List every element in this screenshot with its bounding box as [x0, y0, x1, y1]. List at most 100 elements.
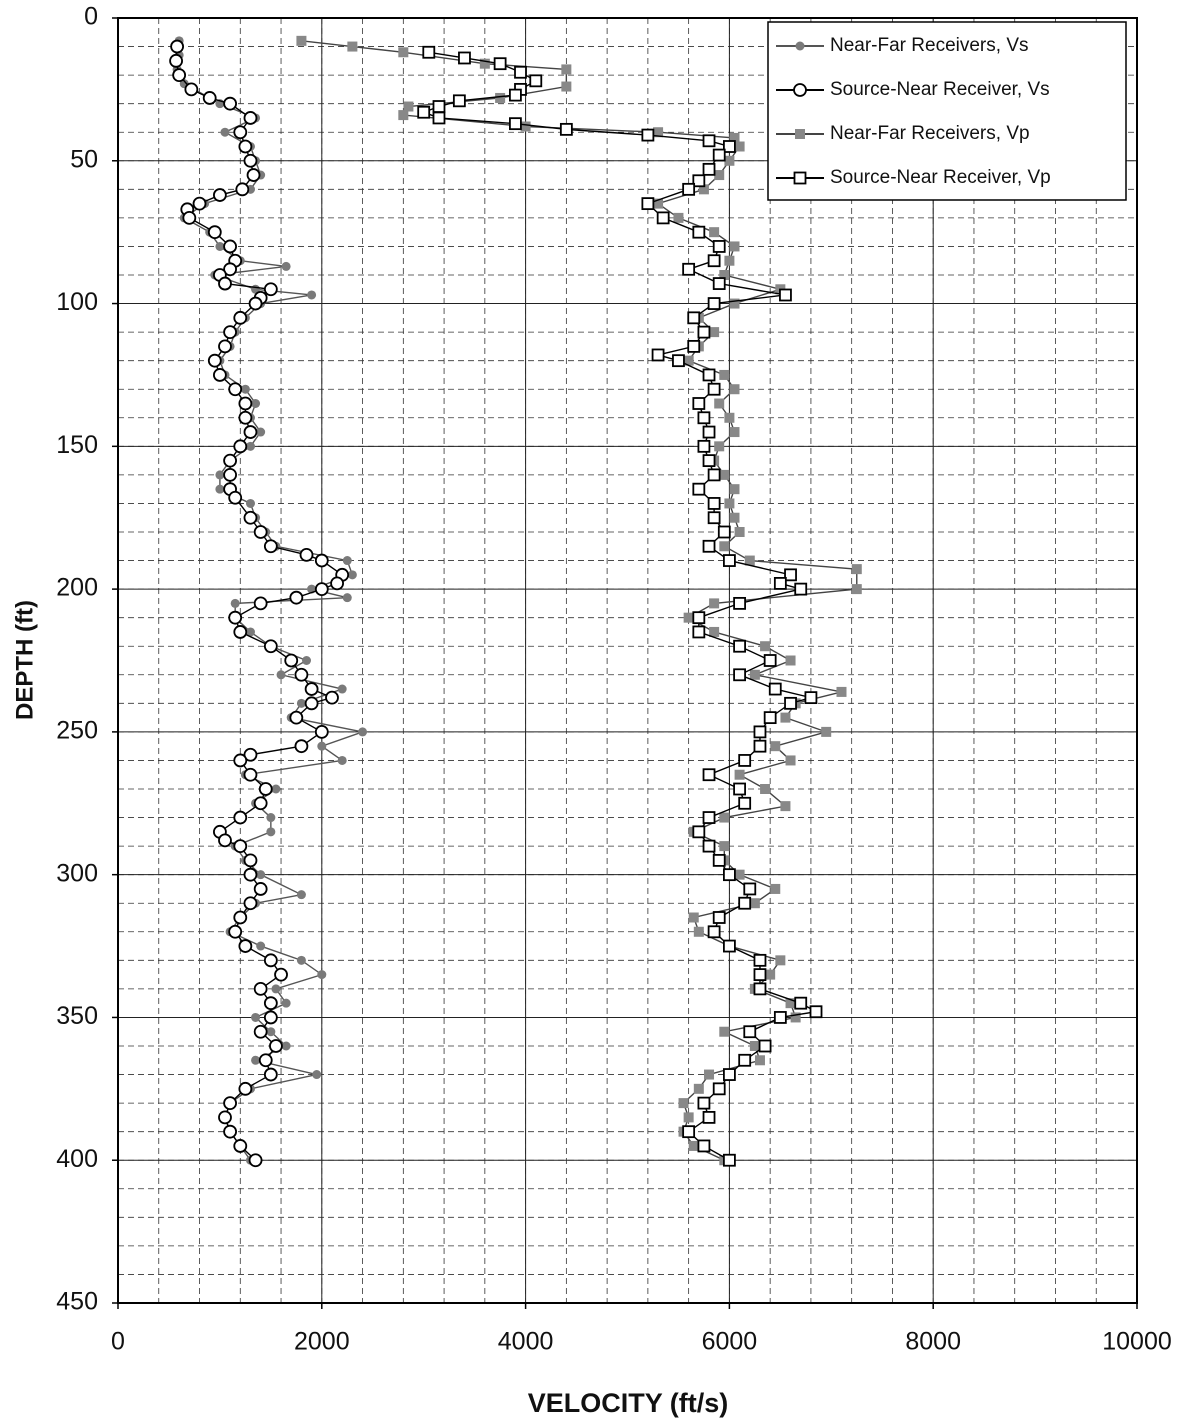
- point: [738, 1053, 752, 1067]
- point: [738, 796, 752, 810]
- point: [707, 468, 721, 482]
- point: [251, 1012, 261, 1022]
- point: [233, 310, 248, 325]
- legend-label: Source-Near Receiver, Vp: [830, 167, 1051, 188]
- point: [337, 684, 347, 694]
- point: [702, 134, 716, 148]
- point: [770, 741, 781, 752]
- point: [688, 912, 699, 923]
- point: [683, 355, 694, 366]
- point: [215, 470, 225, 480]
- point: [243, 425, 258, 439]
- point: [779, 288, 792, 302]
- x-tick-label: 0: [111, 1328, 125, 1356]
- x-tick-label: 2000: [294, 1328, 350, 1356]
- y-tick-label: 100: [56, 288, 98, 316]
- plot-frame: [117, 17, 1138, 1304]
- point: [729, 132, 740, 143]
- point: [432, 100, 446, 113]
- point: [317, 970, 327, 980]
- x-axis-title: VELOCITY (ft/s): [528, 1388, 729, 1418]
- point: [246, 168, 261, 182]
- point: [284, 653, 299, 668]
- point: [702, 425, 716, 439]
- point: [253, 981, 268, 996]
- point: [773, 577, 787, 590]
- point: [294, 739, 309, 754]
- point: [266, 827, 276, 837]
- x-tick-label: 10000: [1102, 1328, 1172, 1356]
- point: [785, 755, 796, 766]
- point: [296, 698, 306, 708]
- legend-box: [767, 21, 1127, 201]
- point: [172, 68, 187, 83]
- point: [790, 1012, 801, 1023]
- point: [243, 153, 258, 168]
- point: [714, 441, 725, 452]
- point: [263, 1067, 278, 1082]
- point: [760, 784, 771, 794]
- point: [243, 853, 258, 868]
- point: [733, 596, 746, 610]
- point: [729, 384, 740, 395]
- point: [729, 512, 740, 523]
- point: [712, 148, 726, 162]
- point: [245, 441, 255, 451]
- point: [223, 262, 237, 277]
- point: [734, 869, 745, 880]
- point: [714, 170, 725, 181]
- point: [714, 398, 725, 409]
- point: [235, 182, 250, 197]
- point: [314, 724, 329, 739]
- point: [702, 1110, 716, 1124]
- point: [734, 141, 745, 152]
- point: [770, 883, 781, 894]
- point: [723, 1153, 736, 1167]
- point: [245, 627, 255, 637]
- point: [641, 197, 655, 211]
- point: [704, 1069, 715, 1080]
- point: [529, 74, 543, 88]
- y-tick-label: 300: [56, 859, 98, 887]
- point: [223, 325, 237, 340]
- point: [266, 813, 276, 823]
- point: [243, 867, 258, 882]
- point: [723, 554, 736, 567]
- point: [223, 467, 237, 482]
- point: [743, 882, 757, 896]
- point: [692, 174, 706, 188]
- point: [763, 711, 777, 725]
- point: [707, 497, 721, 510]
- point: [271, 984, 281, 994]
- point: [296, 35, 307, 46]
- point: [753, 968, 767, 982]
- point: [809, 1005, 823, 1019]
- point: [296, 890, 306, 900]
- point: [712, 1082, 726, 1096]
- point: [729, 298, 740, 309]
- point: [289, 590, 304, 605]
- y-tick-label: 150: [56, 431, 98, 459]
- point: [218, 339, 232, 354]
- point: [753, 739, 767, 753]
- point: [271, 784, 281, 794]
- point: [729, 484, 740, 495]
- point: [851, 564, 862, 575]
- point: [723, 1068, 736, 1081]
- point: [223, 453, 237, 468]
- legend-marker: [793, 171, 807, 185]
- point: [238, 939, 253, 953]
- point: [723, 140, 736, 153]
- point: [253, 1024, 268, 1039]
- point: [256, 870, 266, 880]
- point: [717, 525, 731, 539]
- point: [641, 128, 655, 142]
- point: [707, 382, 721, 396]
- point: [707, 925, 721, 939]
- point: [738, 754, 752, 767]
- point: [218, 833, 232, 848]
- point: [233, 125, 248, 140]
- y-tick-label: 200: [56, 574, 98, 602]
- point: [702, 539, 716, 553]
